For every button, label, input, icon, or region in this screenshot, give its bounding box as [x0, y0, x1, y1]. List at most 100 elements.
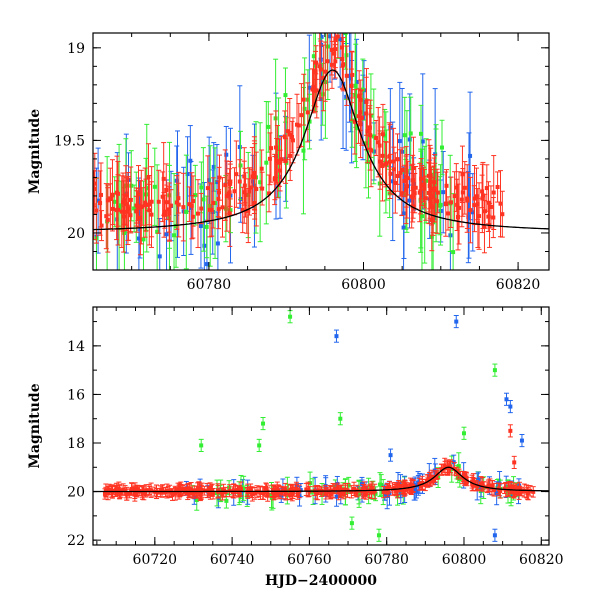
- data-point: [433, 471, 439, 483]
- top-frame: [92, 32, 550, 271]
- data-point: [157, 218, 163, 270]
- data-point: [329, 40, 335, 89]
- data-point: [204, 195, 210, 259]
- data-point: [464, 172, 470, 229]
- data-point: [276, 138, 282, 187]
- data-point: [138, 169, 144, 245]
- data-point: [416, 477, 422, 491]
- y-tick-label: 14: [67, 339, 85, 355]
- data-point: [160, 171, 166, 223]
- data-point: [198, 192, 204, 225]
- outlier-point: [511, 455, 517, 469]
- data-point: [219, 487, 225, 501]
- data-point: [139, 486, 145, 500]
- outlier-point: [507, 424, 513, 438]
- data-point: [119, 175, 125, 248]
- data-point: [137, 180, 143, 256]
- data-point: [287, 97, 293, 171]
- data-point: [467, 176, 473, 244]
- y-tick-label: 22: [67, 533, 85, 549]
- data-point: [266, 174, 272, 213]
- data-point: [481, 200, 487, 254]
- data-point: [460, 471, 466, 483]
- data-point: [421, 166, 427, 203]
- outlier-point: [503, 392, 509, 406]
- data-point: [134, 488, 140, 498]
- data-point: [125, 178, 131, 246]
- data-point: [443, 171, 449, 237]
- data-point: [336, 485, 342, 501]
- y-axis-title: Magnitude: [27, 109, 43, 194]
- data-point: [313, 45, 319, 80]
- data-point: [98, 162, 104, 228]
- data-point: [268, 481, 274, 509]
- data-point: [399, 171, 405, 217]
- x-tick-label: 60760: [287, 552, 332, 568]
- top-plot-area: [93, 33, 549, 270]
- data-point: [319, 486, 325, 497]
- data-point: [187, 125, 193, 197]
- data-point: [282, 67, 288, 123]
- outlier-point: [507, 400, 513, 414]
- data-point: [163, 163, 169, 217]
- data-point: [395, 133, 401, 185]
- outlier-point: [461, 426, 467, 440]
- data-point: [186, 186, 192, 222]
- y-tick-label: 19: [67, 41, 85, 57]
- x-tick-label: 60800: [442, 552, 487, 568]
- data-point: [248, 168, 254, 207]
- data-point: [97, 170, 103, 236]
- outlier-point: [519, 434, 525, 448]
- data-point: [146, 183, 152, 226]
- data-point: [238, 481, 244, 497]
- x-tick-label: 60780: [187, 277, 232, 293]
- data-point: [302, 57, 308, 161]
- data-point: [215, 211, 221, 270]
- bottom-panel: 60720 60740 60760 60780 60800 60820 14 16 18 20 22…: [27, 306, 564, 589]
- data-point: [314, 62, 320, 119]
- data-point: [377, 472, 383, 498]
- outlier-point: [388, 448, 394, 462]
- y-tick-label: 20: [67, 485, 85, 501]
- data-point: [201, 181, 207, 270]
- data-point: [434, 168, 440, 234]
- data-point: [128, 150, 134, 222]
- data-point: [154, 164, 160, 270]
- data-point: [189, 172, 195, 240]
- data-point: [116, 143, 122, 270]
- data-point: [295, 488, 301, 500]
- data-point: [143, 178, 149, 232]
- outlier-point: [287, 310, 293, 324]
- data-point: [298, 83, 304, 148]
- data-point: [118, 488, 124, 498]
- data-point: [223, 493, 229, 509]
- data-point: [475, 188, 481, 221]
- data-point: [199, 482, 205, 498]
- data-point: [174, 175, 180, 230]
- data-point: [456, 171, 462, 245]
- data-point: [430, 176, 436, 236]
- data-point: [259, 171, 265, 206]
- data-point: [323, 486, 329, 500]
- data-point: [240, 186, 246, 234]
- data-point: [358, 90, 364, 159]
- y-tick-label: 18: [67, 436, 85, 452]
- data-point: [103, 183, 109, 250]
- data-point: [494, 481, 500, 506]
- x-tick-label: 60820: [496, 277, 541, 293]
- data-point: [344, 45, 350, 106]
- data-point: [387, 153, 393, 194]
- data-point: [273, 110, 279, 185]
- data-point: [480, 477, 486, 491]
- data-point: [195, 179, 201, 249]
- data-point: [209, 483, 215, 497]
- data-point: [102, 488, 108, 500]
- outlier-point: [492, 363, 498, 377]
- data-point: [145, 143, 151, 212]
- data-point: [109, 159, 115, 232]
- data-point: [185, 482, 191, 495]
- data-point: [180, 172, 186, 242]
- data-point: [171, 173, 177, 270]
- data-point: [410, 173, 416, 219]
